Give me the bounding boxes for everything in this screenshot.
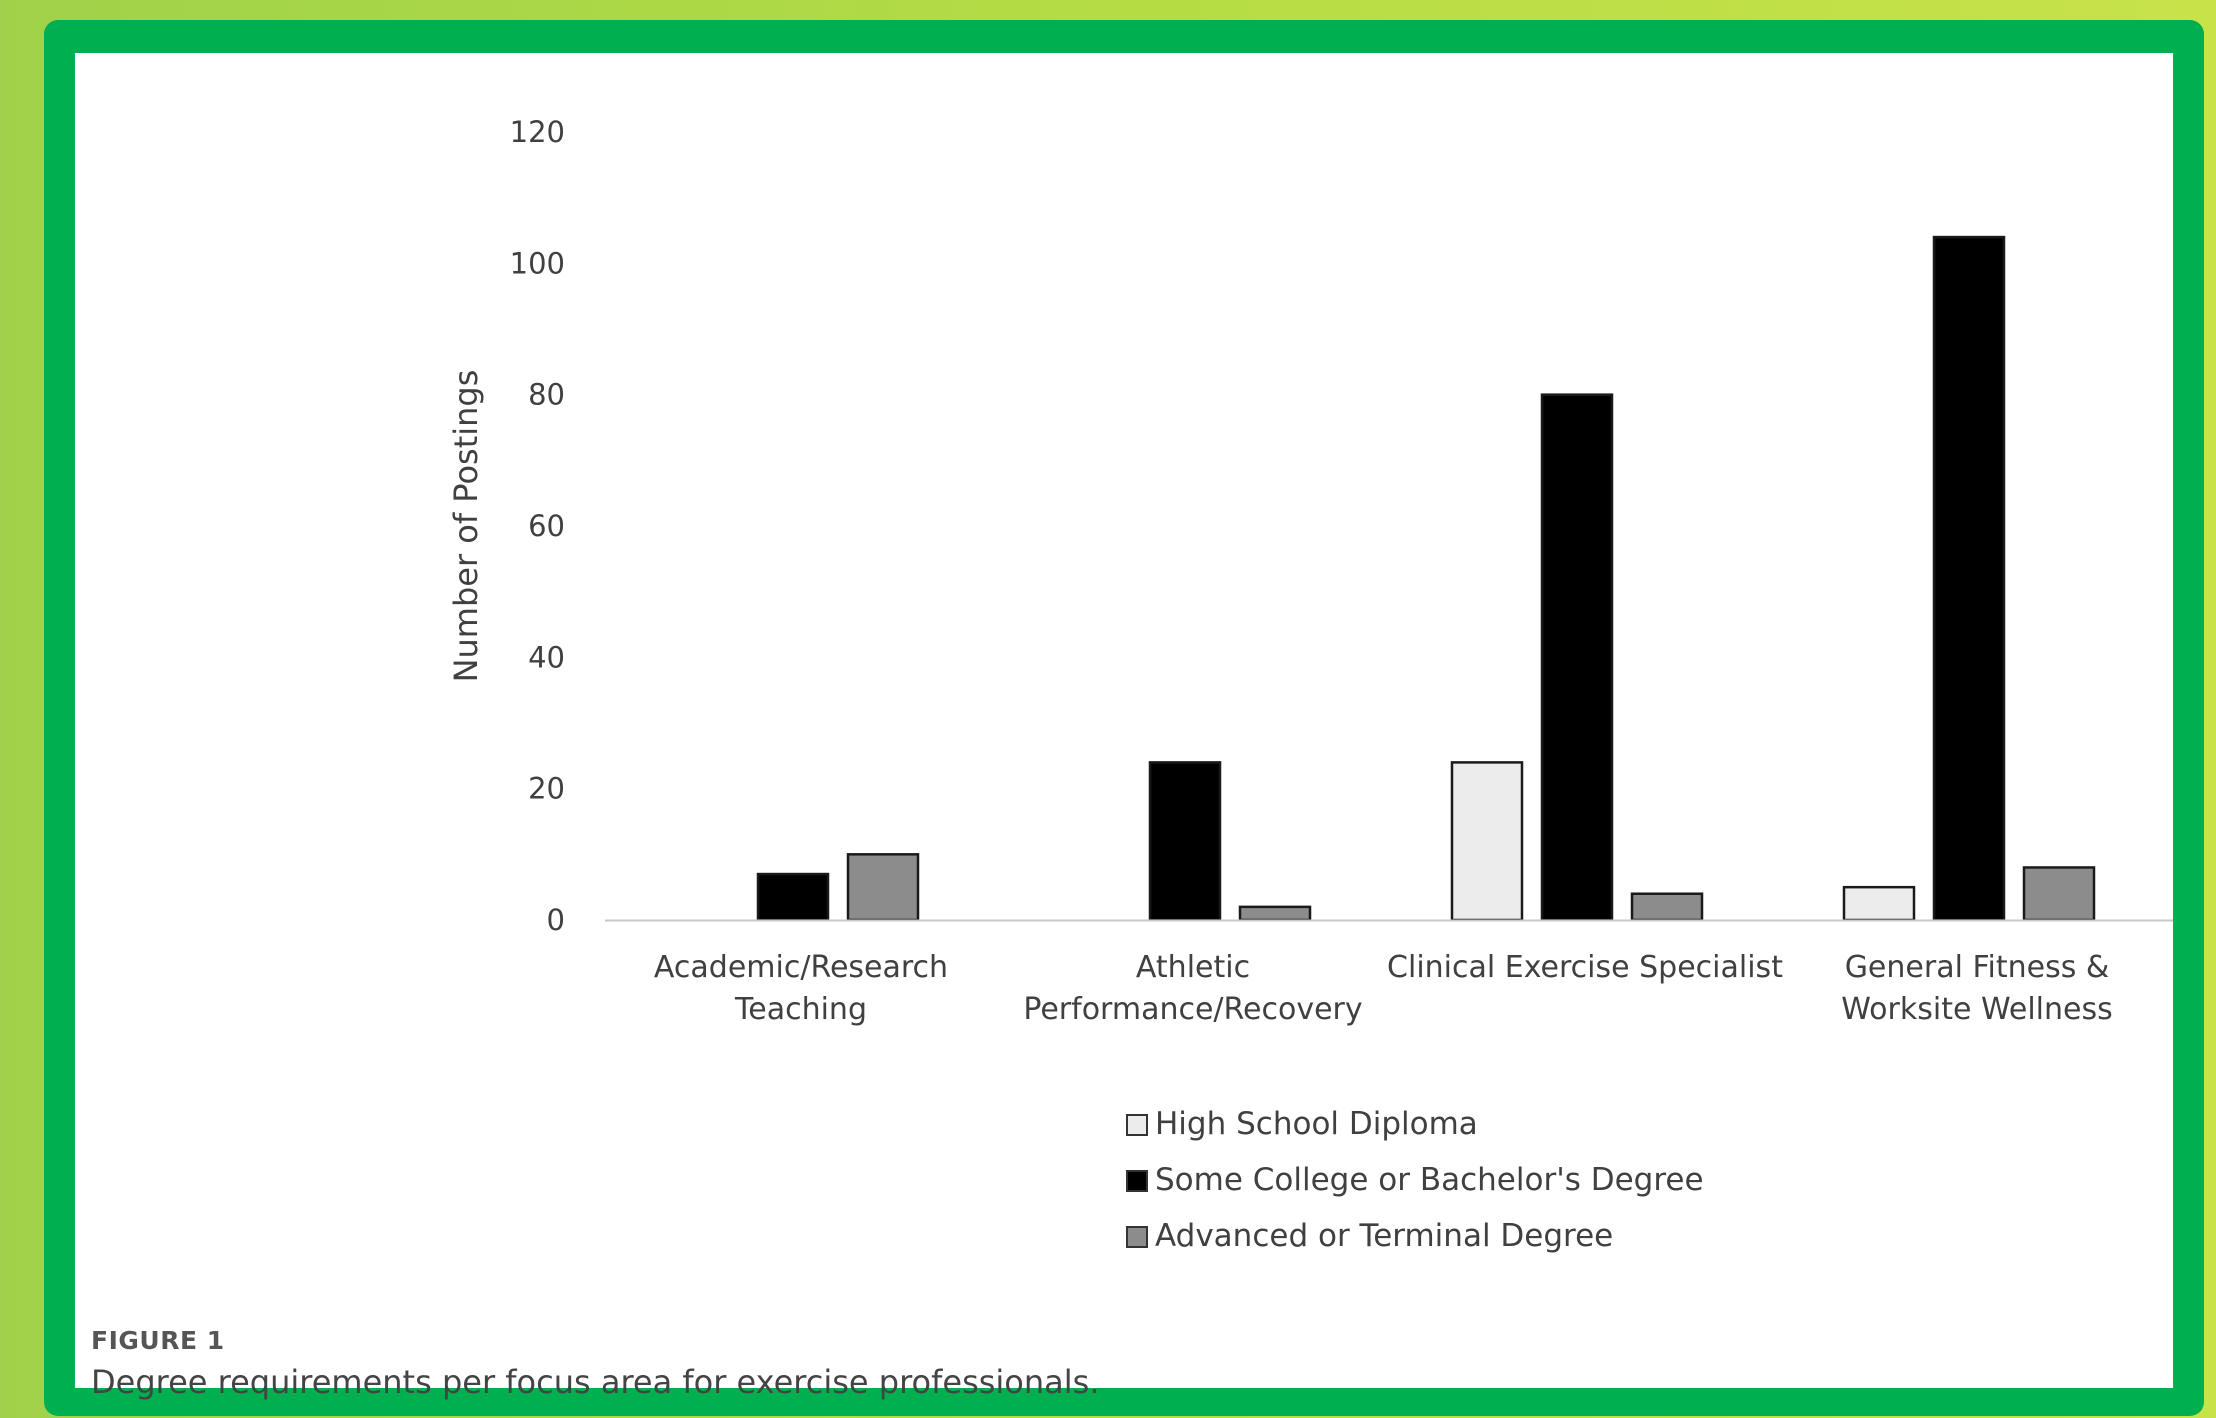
legend-swatch-advanced-or-terminal-degree: [1126, 1226, 1148, 1248]
legend-swatch-some-college-or-bachelor-s-degree: [1126, 1170, 1148, 1192]
bar-chart: Number of Postings 0 20 40 60 80 100 120 Acade…: [447, 115, 2173, 1254]
bar-high-school-diploma-3: [1450, 761, 1524, 922]
y-tick-label-80: 80: [528, 378, 565, 412]
legend-label-some-college-or-bachelor-s-degree: Some College or Bachelor's Degree: [1155, 1162, 1704, 1198]
legend-label-advanced-or-terminal-degree: Advanced or Terminal Degree: [1155, 1218, 1613, 1254]
figure-label: FIGURE 1: [91, 1326, 225, 1355]
figure-frame: Number of Postings 0 20 40 60 80 100 120 Acade…: [44, 20, 2204, 1416]
bar-advanced-or-terminal-degree-3: [1630, 892, 1704, 922]
y-axis-title-text: Number of Postings: [447, 370, 485, 683]
y-tick-label-120: 120: [510, 115, 565, 149]
y-tick-label-40: 40: [528, 640, 565, 674]
bar-advanced-or-terminal-degree-4: [2022, 866, 2096, 922]
bars: [756, 235, 2096, 922]
legend-swatch-high-school-diploma: [1126, 1114, 1148, 1136]
category-label-3-line-1: Clinical Exercise Specialist: [1387, 950, 1783, 985]
y-axis-title: Number of Postings: [447, 370, 485, 683]
category-label-1-line-1: Academic/Research: [654, 950, 948, 985]
y-tick-label-20: 20: [528, 772, 565, 806]
figure-card: Number of Postings 0 20 40 60 80 100 120 Acade…: [75, 53, 2173, 1401]
bar-some-college-or-bachelor-s-degree-4: [1932, 235, 2006, 922]
legend: High School Diploma Some College or Bache…: [1126, 1106, 1704, 1254]
y-tick-label-60: 60: [528, 509, 565, 543]
legend-label-high-school-diploma: High School Diploma: [1155, 1106, 1478, 1142]
y-tick-labels: 0 20 40 60 80 100 120: [510, 115, 565, 937]
category-label-4-line-2: Worksite Wellness: [1841, 992, 2112, 1027]
bar-some-college-or-bachelor-s-degree-2: [1148, 761, 1222, 922]
bar-some-college-or-bachelor-s-degree-1: [756, 872, 830, 922]
bar-advanced-or-terminal-degree-1: [846, 853, 920, 922]
category-labels: Academic/Research Teaching Athletic Perform…: [654, 950, 2113, 1027]
bar-advanced-or-terminal-degree-2: [1238, 905, 1312, 922]
y-tick-label-100: 100: [510, 246, 565, 280]
bar-some-college-or-bachelor-s-degree-3: [1540, 393, 1614, 922]
y-tick-label-0: 0: [547, 903, 565, 937]
category-label-2-line-1: Athletic: [1136, 950, 1250, 985]
figure-caption: Degree requirements per focus area for e…: [91, 1363, 1100, 1401]
category-label-4-line-1: General Fitness &: [1845, 950, 2110, 985]
category-label-2-line-2: Performance/Recovery: [1023, 992, 1362, 1027]
category-label-1-line-2: Teaching: [734, 992, 867, 1027]
bar-high-school-diploma-4: [1842, 885, 1916, 922]
